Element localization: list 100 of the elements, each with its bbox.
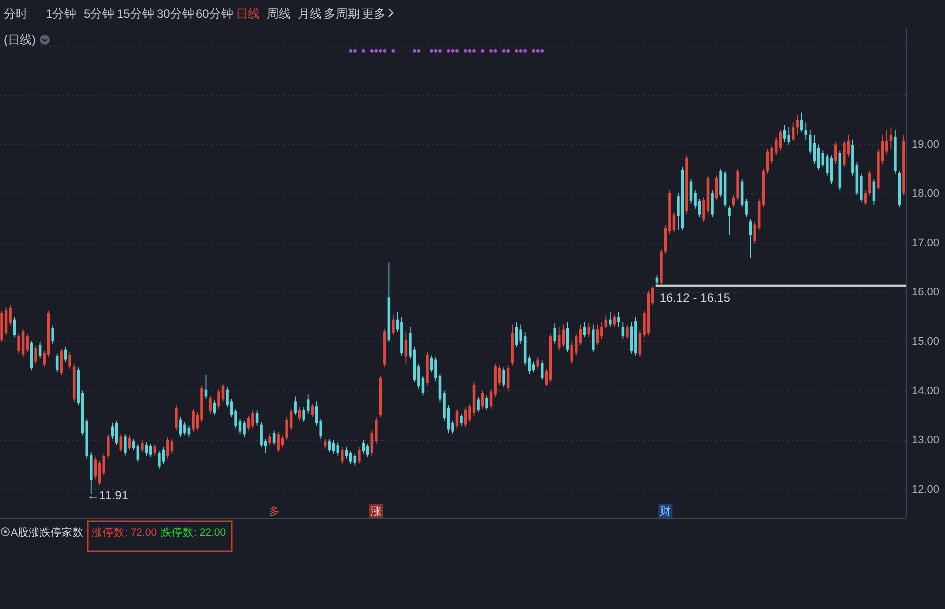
candlestick — [830, 155, 834, 185]
candlestick — [145, 442, 148, 456]
candlestick — [243, 420, 246, 438]
candlestick — [209, 395, 212, 414]
candlestick — [656, 275, 659, 286]
candlestick — [38, 342, 42, 360]
candlestick — [864, 190, 868, 206]
candlestick — [124, 434, 127, 456]
candlestick — [150, 444, 152, 458]
candlestick — [562, 324, 565, 348]
candlestick — [890, 127, 893, 150]
text: 跌停数: 22.00 — [161, 527, 226, 539]
text: 60分钟 — [196, 7, 234, 21]
candlestick — [502, 367, 506, 388]
candlestick — [22, 328, 25, 358]
candlestick — [18, 334, 20, 354]
candlestick — [792, 122, 795, 142]
candlestick — [94, 456, 98, 480]
candlestick — [728, 206, 731, 236]
candlestick — [868, 170, 872, 196]
candlestick — [554, 322, 556, 344]
candlestick — [843, 140, 846, 168]
candlestick — [600, 322, 604, 340]
text: 30分钟 — [157, 7, 194, 21]
candlestick — [170, 438, 174, 454]
y-tick-label: 13.00 — [912, 434, 940, 447]
text: 分时 — [4, 7, 28, 21]
candlestick — [107, 434, 110, 460]
text: 涨停数: 72.00 — [92, 527, 158, 539]
candlestick — [460, 414, 463, 426]
candlestick — [268, 434, 272, 446]
candlestick — [52, 325, 54, 344]
candlestick — [788, 127, 790, 146]
text: 5分钟 — [84, 7, 115, 21]
candlestick — [404, 331, 408, 366]
candlestick — [532, 361, 536, 374]
candlestick — [558, 326, 561, 352]
text: 15分钟 — [117, 7, 154, 21]
candlestick — [341, 447, 344, 465]
text: 多周期 — [324, 7, 360, 21]
candlestick — [609, 312, 612, 328]
candlestick — [515, 322, 518, 348]
candlestick — [818, 144, 820, 171]
candlestick — [68, 352, 72, 370]
candlestick — [592, 324, 595, 353]
candlestick — [536, 356, 540, 370]
y-tick-label: 17.00 — [912, 237, 940, 250]
text: 周线 — [267, 7, 291, 21]
candlestick — [584, 322, 586, 338]
candlestick — [477, 396, 480, 413]
candlestick — [247, 416, 250, 432]
text: 日线 — [236, 7, 260, 21]
candlestick — [362, 440, 366, 454]
candlestick — [749, 218, 752, 259]
candlestick — [834, 142, 838, 165]
chart-title: (日线) — [4, 33, 36, 47]
candlestick — [294, 396, 297, 416]
candlestick — [626, 324, 629, 340]
candlestick — [166, 437, 170, 460]
candlestick — [4, 307, 8, 336]
candlestick — [311, 404, 314, 418]
y-tick-label: 14.00 — [912, 385, 940, 398]
annotation: ←11.91 — [87, 488, 129, 502]
candlestick — [732, 195, 736, 208]
candlestick — [192, 408, 195, 433]
candlestick — [26, 334, 29, 353]
candlestick — [252, 410, 254, 430]
candlestick — [366, 444, 370, 458]
band-label: 16.12 - 16.15 — [660, 290, 731, 305]
candlestick — [324, 438, 327, 450]
candlestick — [128, 435, 132, 451]
candlestick — [456, 408, 459, 430]
candlestick — [184, 422, 186, 436]
candlestick — [64, 346, 68, 363]
candlestick — [350, 450, 352, 465]
candlestick — [506, 365, 510, 392]
candlestick — [272, 430, 276, 446]
text: 更多 — [362, 7, 386, 21]
candlestick — [783, 124, 786, 143]
candlestick — [804, 122, 808, 140]
candlestick — [800, 112, 804, 133]
candlestick — [392, 314, 395, 336]
candlestick — [588, 322, 591, 338]
candlestick — [136, 444, 140, 463]
y-tick-label: 15.00 — [912, 336, 940, 348]
candlestick — [345, 447, 348, 460]
candlestick — [566, 322, 570, 353]
text: 月线 — [298, 7, 322, 21]
annotation: 多 — [268, 506, 280, 518]
candlestick — [298, 407, 302, 422]
candlestick — [141, 440, 144, 453]
candlestick — [98, 460, 102, 486]
y-tick-label: 16.00 — [912, 286, 940, 299]
y-tick-label: 18.00 — [912, 188, 940, 200]
candlestick — [332, 440, 336, 454]
candlestick — [116, 420, 118, 446]
candlestick — [162, 447, 166, 465]
candlestick — [154, 444, 157, 456]
candlestick — [175, 405, 178, 432]
candlestick — [277, 432, 280, 453]
